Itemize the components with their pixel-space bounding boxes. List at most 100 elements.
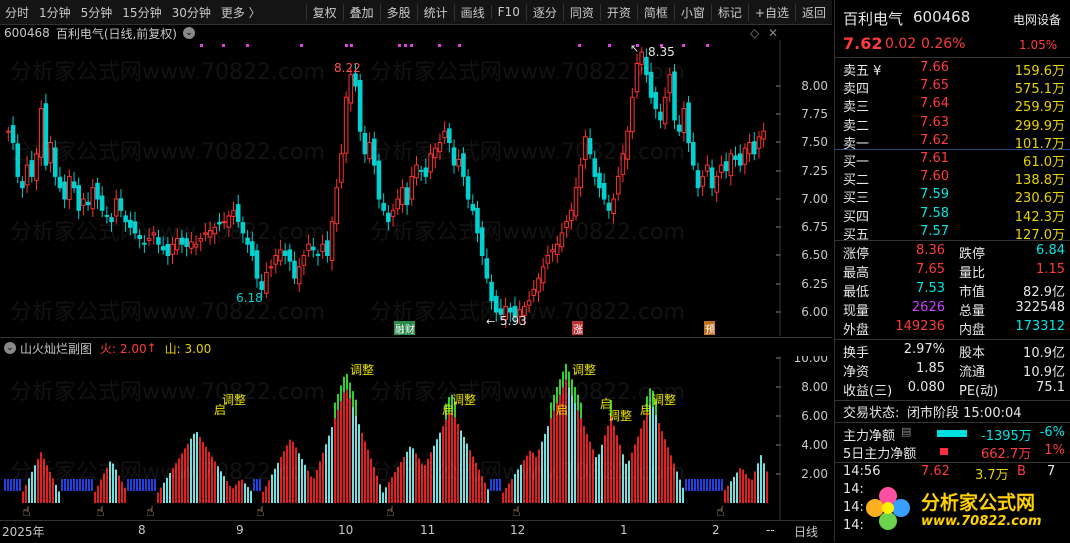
period-button[interactable]: 15分钟 xyxy=(122,5,162,20)
mountain-bar xyxy=(451,410,453,503)
toolbar-button[interactable]: 同资 xyxy=(562,3,600,21)
mountain-bar xyxy=(586,433,588,503)
toolbar-button[interactable]: 逐分 xyxy=(525,3,563,21)
fire-bar xyxy=(346,373,348,390)
candle-body xyxy=(259,281,264,290)
signal-dot xyxy=(246,44,249,47)
fire-bar xyxy=(451,394,453,411)
close-icon[interactable]: ✕ xyxy=(768,26,779,40)
mountain-bar xyxy=(169,472,171,503)
mountain-bar xyxy=(382,492,384,503)
toolbar-button[interactable]: 小窗 xyxy=(673,3,711,21)
scroll-indicator[interactable]: -- xyxy=(766,523,775,537)
x-tick-label: 1 xyxy=(620,523,628,537)
chevron-down-icon[interactable]: ⌄ xyxy=(4,342,16,354)
candle-body xyxy=(123,215,128,223)
x-tick-label: 10 xyxy=(338,523,354,537)
fire-bar xyxy=(448,397,450,414)
chart-title: 百利电气(日线,前复权) xyxy=(55,26,177,41)
arrow-left-icon: ↖ xyxy=(630,42,639,55)
mountain-bar xyxy=(121,481,123,503)
event-marker[interactable] xyxy=(704,321,715,335)
diamond-icon[interactable]: ◇ xyxy=(750,26,760,40)
mountain-bar xyxy=(538,449,540,503)
fire-bar xyxy=(454,401,456,418)
candle-body xyxy=(343,96,349,154)
arrow-left-icon: ← xyxy=(486,315,495,328)
tick-volume: 3.7万 xyxy=(975,468,1009,483)
toolbar-button[interactable]: +自选 xyxy=(747,3,795,21)
period-button[interactable]: 5分钟 xyxy=(80,5,113,20)
fire-bar xyxy=(565,363,567,380)
candle-body xyxy=(62,181,67,200)
toolbar-button[interactable]: 标记 xyxy=(710,3,748,21)
mountain-bar xyxy=(556,402,558,503)
mountain-bar xyxy=(37,458,39,503)
toolbar-button[interactable]: 简框 xyxy=(636,3,674,21)
candle-body xyxy=(705,164,710,172)
candle-body xyxy=(400,187,405,206)
sub-chart-header: ⌄ 山火灿烂副图 火: 2.00 ↑ 山: 3.00 xyxy=(0,339,832,357)
candle-body xyxy=(10,125,16,143)
candle-body xyxy=(526,300,532,306)
mountain-bar xyxy=(289,439,291,503)
period-button[interactable]: 1分钟 xyxy=(39,5,71,20)
blue-base-bar xyxy=(7,479,9,491)
event-marker-label: 融 xyxy=(395,324,405,336)
mountain-bar xyxy=(550,418,552,503)
chevron-down-icon[interactable]: ⌄ xyxy=(183,27,195,39)
candle-body xyxy=(667,74,673,94)
blue-base-bar xyxy=(130,479,132,491)
mountain-bar xyxy=(475,463,477,503)
blue-base-bar xyxy=(139,479,141,491)
candle-body xyxy=(34,153,39,181)
candle-body xyxy=(630,96,635,133)
blue-base-bar xyxy=(253,479,255,491)
candle-body xyxy=(362,132,368,155)
mountain-bar xyxy=(184,448,186,503)
event-marker[interactable] xyxy=(404,321,415,335)
mountain-bar xyxy=(445,419,447,503)
candle-body xyxy=(723,161,729,172)
toolbar-button[interactable]: 复权 xyxy=(305,3,343,21)
period-button[interactable]: 更多 〉 xyxy=(220,5,261,20)
indicator-annotation: 调整 xyxy=(652,392,676,407)
mountain-bar xyxy=(391,477,393,503)
candle-body xyxy=(761,130,766,140)
period-button[interactable]: 分时 xyxy=(5,5,30,20)
mountain-bar xyxy=(250,490,252,503)
blue-base-bar xyxy=(73,479,75,491)
period-label[interactable]: 日线 xyxy=(794,525,819,539)
candle-body xyxy=(742,147,748,165)
toolbar-button[interactable]: F10 xyxy=(490,5,526,19)
sector-tag[interactable]: 电网设备 xyxy=(1013,13,1062,27)
mountain-bar xyxy=(196,432,198,503)
toolbar-button[interactable]: 返回 xyxy=(794,3,832,21)
mountain-bar xyxy=(640,428,642,503)
mountain-bar xyxy=(487,489,489,503)
period-button[interactable]: 30分钟 xyxy=(171,5,211,20)
order-book-row: 买二 7.60 138.8万 xyxy=(843,169,1065,189)
pointing-hand-icon: ☝ xyxy=(512,504,521,520)
mountain-bar xyxy=(361,432,363,503)
mountain-bar xyxy=(298,453,300,503)
toolbar-button[interactable]: 统计 xyxy=(416,3,454,21)
candle-body xyxy=(99,195,105,211)
toolbar-button[interactable]: 多股 xyxy=(379,3,417,21)
toolbar-button[interactable]: 叠加 xyxy=(342,3,380,21)
event-marker[interactable] xyxy=(572,321,583,335)
toolbar-button[interactable]: 开资 xyxy=(599,3,637,21)
toolbar-button[interactable]: 画线 xyxy=(453,3,491,21)
candle-body xyxy=(587,138,593,155)
mountain-bar xyxy=(364,441,366,503)
candle-body xyxy=(522,305,527,316)
event-marker[interactable] xyxy=(394,321,405,335)
candle-body xyxy=(315,253,321,256)
menu-icon[interactable]: ▤ xyxy=(901,425,912,438)
blue-base-bar xyxy=(721,479,723,491)
candle-body xyxy=(357,80,363,132)
candle-body xyxy=(620,153,626,175)
mountain-bar xyxy=(670,455,672,503)
candle-body xyxy=(226,215,232,228)
mountain-bar xyxy=(322,452,324,503)
